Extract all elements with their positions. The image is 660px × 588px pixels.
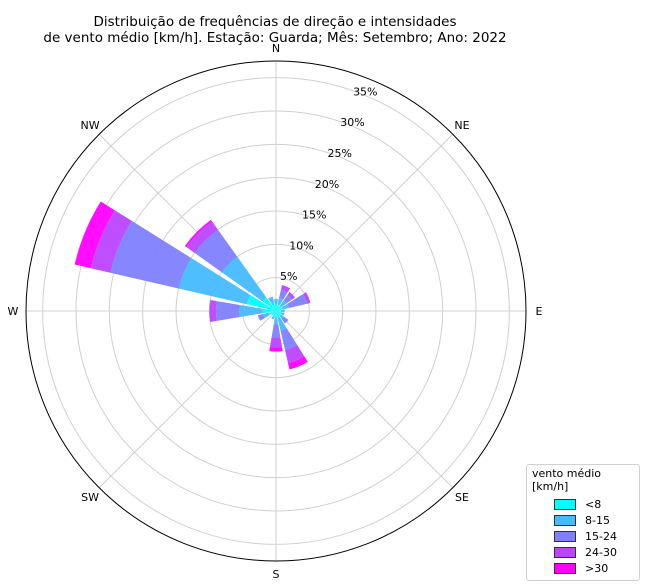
rose-wedge [269,311,276,315]
rose-wedge [280,312,285,316]
rose-wedge [269,337,283,348]
rose-wedge [273,311,276,317]
radial-tick-label: 10% [289,239,313,252]
rose-wedge [271,324,281,338]
direction-label: N [272,42,280,55]
direction-label: NW [80,119,99,132]
rose-wedge [186,221,218,253]
legend-label: <8 [585,497,602,511]
rose-wedge [262,308,276,314]
rose-wedge [281,309,285,313]
rose-wedge [284,344,305,363]
legend-label: >30 [585,561,609,575]
legend-label: 8-15 [585,513,610,527]
rose-wedge [276,310,282,312]
rose-wedge [263,312,271,319]
rose-wedge [280,285,291,293]
legend: vento médio [km/h] <8 8-15 15-24 24-30 >30 [526,464,640,581]
legend-items: <8 8-15 15-24 24-30 >30 [532,496,634,576]
direction-label: E [536,305,543,318]
rose-wedge [283,294,293,304]
legend-label: 24-30 [585,545,617,559]
legend-title: vento médio [km/h] [532,467,602,493]
rose-wedge [271,315,275,320]
rose-wedge [281,303,289,310]
chart-title: Distribuição de frequências de direção e… [0,14,550,46]
rose-wedge [279,300,287,308]
rose-wedge [287,356,308,370]
grid-spoke [275,133,454,312]
rose-wedge [287,292,295,300]
rose-wedge [110,220,192,289]
rose-wedge [287,294,308,309]
rose-wedge [278,289,288,300]
rose-wedge [262,297,276,311]
rose-wedge [239,304,263,318]
rose-wedge [277,298,284,306]
legend-swatch [554,498,576,510]
rose-wedge [221,256,267,302]
chart-title-line-1: Distribuição de frequências de direção e… [93,14,457,30]
rose-wedge [276,311,282,314]
rose-wedge [178,258,251,305]
radial-tick-label: 15% [302,209,326,222]
grid-spoke [275,310,454,489]
direction-label: SW [81,491,99,504]
rose-wedge [276,311,282,317]
rose-wedge [276,311,280,318]
radial-tick-label: 5% [280,270,297,283]
legend-label: 15-24 [585,529,617,543]
rose-wedge [277,316,287,331]
legend-swatch [554,562,576,574]
rose-wedge [209,299,217,323]
rose-wedge [271,303,276,311]
rose-wedge [274,304,278,311]
rose-wedge [274,311,278,318]
chart-title-line-2: de vento médio [km/h]. Estação: Guarda; … [43,30,507,46]
legend-item: 24-30 [532,544,634,560]
rose-wedge [276,304,280,311]
direction-label: W [8,305,19,318]
rose-wedge [271,311,276,316]
rose-wedge [216,301,240,321]
rose-wedge [280,327,298,350]
rose-wedge [274,299,278,305]
rose-wedge [303,292,311,304]
rose-wedge [276,307,283,311]
rose-wedge [273,317,279,325]
rose-wedge [268,296,275,305]
rose-wedge [279,314,285,320]
legend-item: <8 [532,496,634,512]
rose-wedge [184,219,213,248]
rose-wedge [90,210,132,273]
direction-label: S [273,568,280,581]
legend-swatch [554,546,576,558]
radial-tick-label: 20% [315,178,339,191]
rose-wedge [281,316,289,324]
legend-swatch [554,530,576,542]
legend-item: 15-24 [532,528,634,544]
radial-tick-label: 25% [328,147,352,160]
legend-swatch [554,514,576,526]
legend-item: >30 [532,560,634,576]
direction-label: SE [455,491,469,504]
rose-wedge [269,347,283,352]
radial-tick-label: 30% [340,116,364,129]
radial-tick-label: 35% [353,85,377,98]
direction-label: NE [454,119,469,132]
rose-wedge [194,229,238,273]
grid-spoke [98,310,277,489]
legend-item: 8-15 [532,512,634,528]
rose-wedge [74,201,115,269]
rose-wedge [257,313,265,321]
rose-wedge [276,305,282,311]
outer-circle [25,60,527,562]
rose-wedge [246,295,276,311]
